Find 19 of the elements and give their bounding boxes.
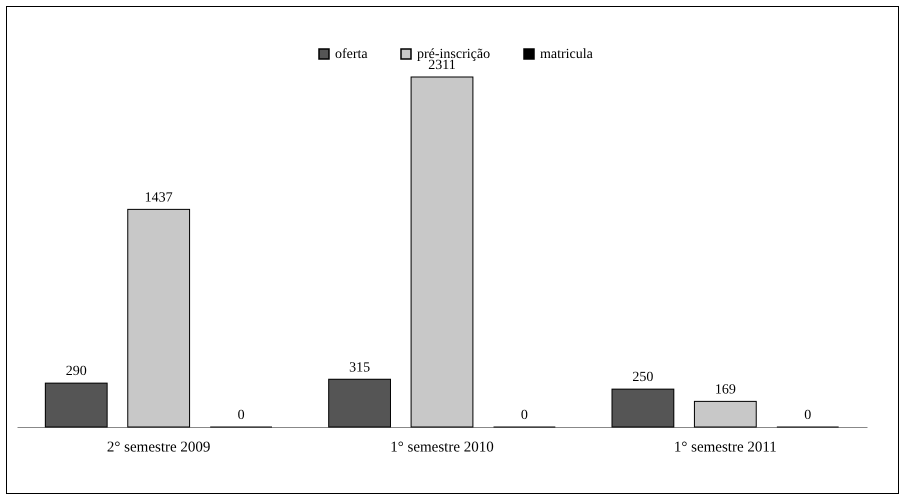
data-label: 0 [238, 408, 245, 423]
bar [328, 378, 391, 428]
bar [127, 208, 190, 428]
x-tick-label: 2° semestre 2009 [106, 440, 210, 456]
bar [612, 388, 674, 428]
data-label: 250 [632, 370, 654, 386]
data-label: 0 [804, 408, 812, 423]
x-tick-label: 1° semestre 2011 [674, 440, 777, 456]
legend-label: matricula [540, 47, 594, 62]
data-label: 315 [349, 360, 370, 376]
data-label: 1437 [144, 190, 173, 206]
x-tick-label: 1° semestre 2010 [390, 440, 494, 456]
legend-label: oferta [335, 47, 368, 62]
data-label: 0 [520, 408, 528, 423]
bar [44, 382, 108, 428]
data-label: 169 [714, 382, 736, 398]
data-label: 290 [66, 364, 87, 380]
bar [410, 76, 474, 428]
bar [694, 400, 757, 428]
